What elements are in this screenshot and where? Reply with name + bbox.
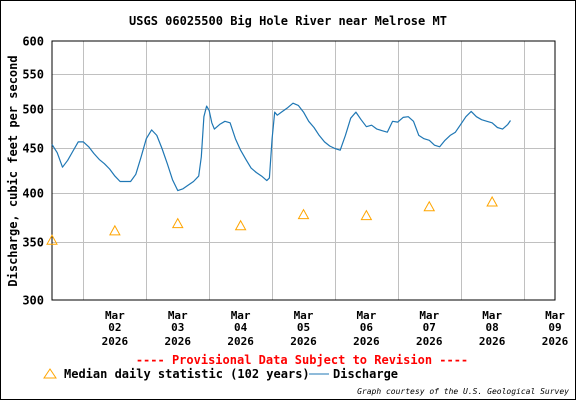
y-tick-label: 300	[22, 294, 44, 308]
x-tick-year: 2026	[416, 335, 443, 348]
median-marker	[234, 219, 247, 231]
legend: Median daily statistic (102 years) Disch…	[43, 367, 398, 381]
chart-title: USGS 06025500 Big Hole River near Melros…	[129, 14, 447, 28]
provisional-note: ---- Provisional Data Subject to Revisio…	[136, 353, 468, 367]
x-tick-day: 02	[108, 321, 121, 334]
x-tick-month: Mar	[168, 309, 188, 322]
x-axis-ticks: Mar022026Mar032026Mar042026Mar052026Mar0…	[102, 309, 569, 348]
x-tick-month: Mar	[105, 309, 125, 322]
median-series	[46, 195, 498, 245]
y-tick-label: 400	[22, 187, 44, 201]
x-tick-month: Mar	[356, 309, 376, 322]
x-tick-day: 09	[548, 321, 561, 334]
legend-triangle-icon	[43, 368, 57, 379]
x-tick-year: 2026	[479, 335, 506, 348]
median-marker	[486, 195, 498, 207]
x-tick-day: 07	[423, 321, 436, 334]
x-tick-month: Mar	[419, 309, 439, 322]
x-tick-year: 2026	[290, 335, 317, 348]
y-tick-label: 450	[22, 142, 44, 156]
x-tick-day: 08	[486, 321, 499, 334]
grid	[52, 41, 555, 300]
y-tick-label: 500	[22, 103, 44, 117]
y-axis-ticks: 300 350 400 450 500 550 600	[22, 35, 44, 308]
discharge-line	[51, 102, 511, 192]
median-marker	[46, 234, 58, 245]
x-tick-year: 2026	[227, 335, 254, 348]
legend-label-discharge: Discharge	[333, 367, 398, 381]
discharge-series	[51, 102, 511, 192]
x-tick-year: 2026	[102, 335, 129, 348]
x-tick-year: 2026	[542, 335, 569, 348]
x-tick-month: Mar	[294, 309, 314, 322]
y-tick-label: 350	[22, 236, 44, 250]
y-tick-label: 600	[22, 35, 44, 49]
median-marker	[109, 224, 121, 236]
median-marker	[423, 200, 436, 212]
x-tick-day: 05	[297, 321, 310, 334]
median-marker	[360, 209, 373, 221]
x-tick-year: 2026	[353, 335, 380, 348]
credit-note: Graph courtesy of the U.S. Geological Su…	[357, 387, 569, 396]
median-marker	[171, 217, 184, 229]
x-tick-day: 03	[171, 321, 184, 334]
legend-label-median: Median daily statistic (102 years)	[64, 367, 310, 381]
x-tick-year: 2026	[165, 335, 192, 348]
median-marker	[297, 208, 310, 220]
x-tick-month: Mar	[482, 309, 502, 322]
y-tick-label: 550	[22, 68, 44, 82]
y-axis-label: Discharge, cubic feet per second	[6, 55, 20, 286]
x-tick-month: Mar	[545, 309, 565, 322]
x-tick-day: 04	[234, 321, 248, 334]
x-tick-day: 06	[360, 321, 374, 334]
x-tick-month: Mar	[231, 309, 251, 322]
plot-area	[51, 40, 556, 301]
